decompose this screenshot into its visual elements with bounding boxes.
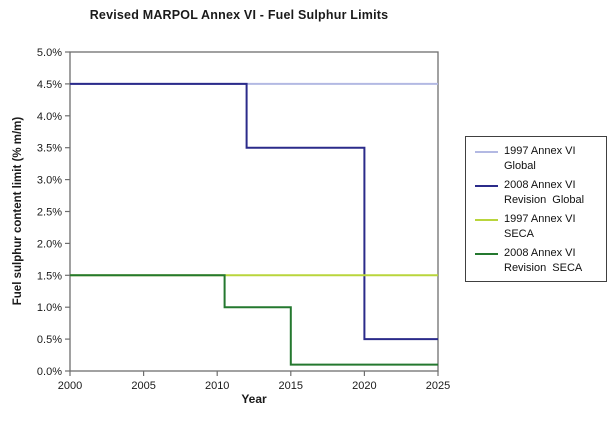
chart-title: Revised MARPOL Annex VI - Fuel Sulphur L… xyxy=(89,8,389,22)
y-tick-label: 0.0% xyxy=(37,366,62,378)
legend-swatch-line xyxy=(475,151,498,153)
x-axis-label: Year xyxy=(241,392,267,406)
y-tick-label: 0.5% xyxy=(37,334,62,346)
y-tick-label: 4.0% xyxy=(37,111,62,123)
legend-swatch-line xyxy=(475,185,498,187)
legend-label-line: 1997 Annex VI xyxy=(504,213,576,225)
y-tick-label: 2.0% xyxy=(37,238,62,250)
legend: 1997 Annex VI Global 2008 Annex VI Revis… xyxy=(465,136,607,282)
y-tick-label: 1.0% xyxy=(37,302,62,314)
y-tick-label: 2.5% xyxy=(37,207,62,219)
legend-label-line: 2008 Annex VI xyxy=(504,179,576,191)
legend-item-2008-revision-global: 2008 Annex VI Revision Global xyxy=(475,178,602,208)
legend-item-2008-revision-seca: 2008 Annex VI Revision SECA xyxy=(475,246,602,276)
y-tick-label: 5.0% xyxy=(37,47,62,59)
legend-item-1997-global: 1997 Annex VI Global xyxy=(475,144,602,174)
x-tick-label: 2025 xyxy=(426,380,450,392)
legend-label-line: SECA xyxy=(504,228,534,240)
x-tick-label: 2015 xyxy=(279,380,303,392)
y-tick-label: 4.5% xyxy=(37,79,62,91)
legend-label-line: Revision Global xyxy=(504,194,585,206)
legend-label-line: Global xyxy=(504,160,536,172)
series-line xyxy=(70,82,438,341)
plot-border xyxy=(69,51,439,372)
y-tick-label: 1.5% xyxy=(37,270,62,282)
legend-swatch-line xyxy=(475,253,498,255)
x-tick-label: 2020 xyxy=(352,380,376,392)
legend-label-line: 1997 Annex VI xyxy=(504,145,576,157)
y-tick-label: 3.5% xyxy=(37,143,62,155)
series-line xyxy=(70,274,438,366)
legend-swatch-line xyxy=(475,219,498,221)
x-tick-label: 2000 xyxy=(58,380,82,392)
legend-item-1997-seca: 1997 Annex VI SECA xyxy=(475,212,602,242)
x-tick-label: 2005 xyxy=(131,380,155,392)
legend-label-line: 2008 Annex VI xyxy=(504,247,576,259)
legend-label-line: Revision SECA xyxy=(504,262,583,274)
x-tick-label: 2010 xyxy=(205,380,229,392)
y-tick-label: 3.0% xyxy=(37,175,62,187)
